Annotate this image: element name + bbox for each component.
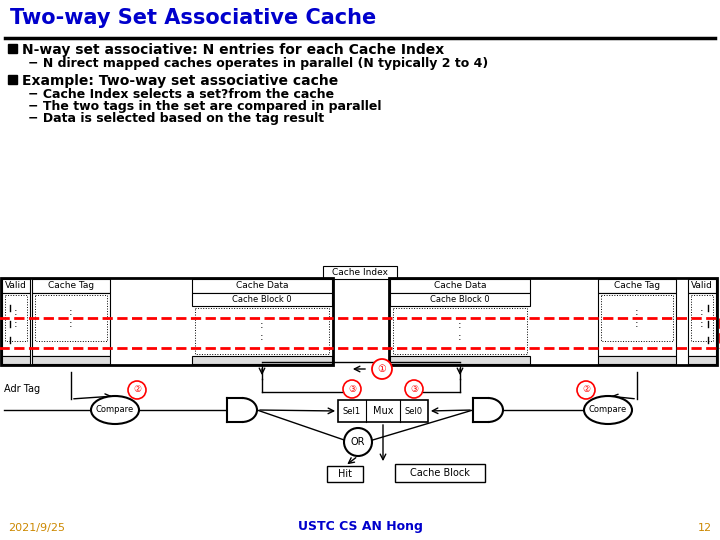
Bar [390, 356, 530, 364]
Text: :: : [458, 320, 462, 330]
Circle shape [577, 381, 595, 399]
Text: Cache Data: Cache Data [433, 281, 486, 291]
Bar [32, 279, 110, 293]
Bar [601, 295, 673, 341]
Text: :: : [260, 332, 264, 342]
Bar [688, 279, 716, 293]
Bar [473, 398, 488, 422]
Bar [195, 308, 329, 354]
Text: Mux: Mux [373, 406, 393, 416]
Text: Compare: Compare [589, 406, 627, 415]
Text: OR: OR [351, 437, 365, 447]
Text: :: : [458, 332, 462, 342]
Text: :: : [260, 320, 264, 330]
Text: Sel1: Sel1 [343, 407, 361, 415]
Text: Cache Tag: Cache Tag [48, 281, 94, 291]
Text: Hit: Hit [338, 469, 352, 479]
Bar [8, 44, 17, 53]
Text: :: : [700, 319, 704, 329]
Bar [192, 293, 332, 306]
Bar [227, 398, 242, 422]
Text: Valid: Valid [5, 281, 27, 291]
Bar [2, 279, 30, 293]
Bar [192, 279, 332, 293]
Text: Valid: Valid [691, 281, 713, 291]
Text: Adr Tag: Adr Tag [4, 384, 40, 394]
Text: N-way set associative: N entries for each Cache Index: N-way set associative: N entries for eac… [22, 43, 444, 57]
Text: Compare: Compare [96, 406, 134, 415]
Text: Cache Tag: Cache Tag [614, 281, 660, 291]
Bar [395, 464, 485, 482]
Bar [688, 356, 716, 364]
Bar [688, 293, 716, 356]
Bar [2, 293, 30, 356]
Text: :: : [14, 319, 18, 329]
Circle shape [344, 428, 372, 456]
Text: Cache Block 0: Cache Block 0 [232, 295, 292, 304]
Text: Cache Block 0: Cache Block 0 [430, 295, 490, 304]
Bar [389, 278, 717, 365]
Bar [32, 356, 110, 364]
Text: − The two tags in the set are compared in parallel: − The two tags in the set are compared i… [28, 100, 382, 113]
Text: Two-way Set Associative Cache: Two-way Set Associative Cache [10, 8, 377, 28]
Bar [598, 356, 676, 364]
Text: Cache Index: Cache Index [332, 268, 388, 277]
Text: :: : [635, 307, 639, 317]
Bar [1, 278, 333, 365]
Circle shape [405, 380, 423, 398]
Bar [338, 400, 428, 422]
Circle shape [343, 380, 361, 398]
Text: − Cache Index selects a set?from the cache: − Cache Index selects a set?from the cac… [28, 88, 334, 101]
Text: ②: ② [582, 386, 590, 395]
Text: 12: 12 [698, 523, 712, 533]
Ellipse shape [584, 396, 632, 424]
Bar [598, 279, 676, 293]
Text: Example: Two-way set associative cache: Example: Two-way set associative cache [22, 74, 338, 88]
Text: USTC CS AN Hong: USTC CS AN Hong [297, 520, 423, 533]
Text: :: : [700, 307, 704, 317]
Bar [598, 293, 676, 356]
Text: ①: ① [377, 364, 387, 374]
Circle shape [128, 381, 146, 399]
Text: − N direct mapped caches operates in parallel (N typically 2 to 4): − N direct mapped caches operates in par… [28, 57, 488, 70]
Text: :: : [69, 319, 73, 329]
Bar [390, 293, 530, 306]
Bar [8, 75, 17, 84]
Text: Cache Data: Cache Data [235, 281, 288, 291]
Text: :: : [14, 307, 18, 317]
Text: ③: ③ [410, 384, 418, 394]
Bar [32, 293, 110, 356]
Bar [5, 295, 27, 341]
Bar [2, 356, 30, 364]
Bar [35, 295, 107, 341]
Text: Sel0: Sel0 [405, 407, 423, 415]
Circle shape [372, 359, 392, 379]
Bar [327, 466, 363, 482]
Bar [691, 295, 713, 341]
Bar [393, 308, 527, 354]
Text: Cache Block: Cache Block [410, 468, 470, 478]
Text: ②: ② [133, 386, 141, 395]
Bar [390, 279, 530, 293]
Text: :: : [635, 319, 639, 329]
Text: 2021/9/25: 2021/9/25 [8, 523, 65, 533]
Text: − Data is selected based on the tag result: − Data is selected based on the tag resu… [28, 112, 324, 125]
Bar [192, 356, 332, 364]
Text: ③: ③ [348, 384, 356, 394]
Bar [323, 266, 397, 279]
Ellipse shape [91, 396, 139, 424]
Text: :: : [69, 307, 73, 317]
